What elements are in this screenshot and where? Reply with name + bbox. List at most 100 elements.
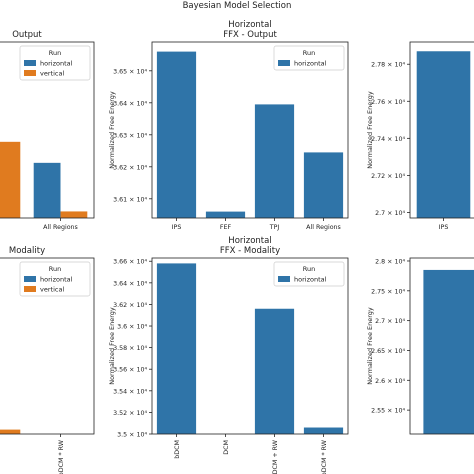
y-tick-label: 3.6 × 10⁴ [117,324,147,331]
y-tick-label: 3.54 × 10⁴ [113,388,147,395]
bars [156,263,344,434]
figure-suptitle: Bayesian Model Selection [183,1,292,11]
x-tick-label: bDCM [174,440,181,459]
subplot-title-line: Horizontal [228,236,271,246]
x-tick-label: bDCM * RW [321,439,328,474]
legend-label-horizontal: horizontal [40,276,73,284]
x-tick-label: IPS [439,224,449,231]
y-tick-label: 3.64 × 10⁴ [113,280,147,287]
y-tick-label: 3.61 × 10⁴ [113,196,147,203]
y-tick-label: 2.6 × 10⁴ [375,378,405,385]
bar-horizontal-2 [254,104,295,218]
y-tick-label: 2.78 × 10⁴ [371,62,405,69]
y-tick-label: 2.7 × 10⁴ [375,318,405,325]
axes-frame [0,41,95,219]
bars [416,51,471,218]
y-tick-label: 2.65 × 10⁴ [371,348,405,355]
y-tick-label: 2.7 × 10⁴ [375,210,405,217]
bar-horizontal-0 [423,269,474,434]
bar-horizontal-3 [303,152,344,218]
x-tick-label: FEF [220,224,232,231]
y-tick-label: 3.62 × 10⁴ [113,164,147,171]
legend-label-vertical: vertical [40,286,64,294]
axes-frame [409,257,474,435]
legend-title: Run [49,265,61,273]
y-tick-label: 2.74 × 10⁴ [371,136,405,143]
x-tick-label: TPJ [269,224,280,231]
bars [423,269,474,434]
x-tick-label: bDCM * RW [58,439,65,474]
legend: Run horizontal [273,45,345,71]
y-tick-label: 2.75 × 10⁴ [371,288,405,295]
bar-vertical-0 [0,429,21,434]
y-tick-label: 3.62 × 10⁴ [113,302,147,309]
y-tick-label: 3.66 × 10⁴ [113,259,147,266]
x-tick-label: bDCM + RW [272,439,279,474]
y-axis-label: Normalized Free Energy [366,91,374,169]
legend-box [273,261,345,287]
legend-title: Run [303,265,315,273]
y-tick-label: 3.58 × 10⁴ [113,345,147,352]
legend-label-vertical: vertical [40,70,64,78]
axes-frame [409,41,474,219]
subplot-p3: 2.7 × 10⁴ 2.72 × 10⁴ 2.74 × 10⁴ 2.76 × 10⁴ 2… [366,41,474,231]
subplot-p6: 2.55 × 10⁴ 2.6 × 10⁴ 2.65 × 10⁴ 2.7 × 10⁴ 2.… [366,257,474,435]
legend-swatch-horizontal [278,276,290,282]
bar-horizontal-0 [156,51,197,218]
y-tick-label: 2.8 × 10⁴ [375,258,405,265]
subplot-title-line: Output [12,30,42,40]
bar-horizontal-1 [205,211,246,218]
y-tick-label: 2.72 × 10⁴ [371,173,405,180]
y-axis-label: Normalized Free Energy [108,307,116,385]
bars [156,51,344,218]
y-tick-label: 2.76 × 10⁴ [371,99,405,106]
legend-box [19,45,91,81]
bar-vertical-1 [60,211,88,218]
y-axis-label: Normalized Free Energy [366,307,374,385]
legend: Run horizontal [273,261,345,287]
y-tick-label: 3.52 × 10⁴ [113,410,147,417]
y-tick-label: 3.56 × 10⁴ [113,367,147,374]
y-tick-label: 3.63 × 10⁴ [113,132,147,139]
bar-horizontal-1 [33,162,61,218]
legend-title: Run [49,49,61,57]
y-tick-label: 3.64 × 10⁴ [113,100,147,107]
legend-box [273,45,345,71]
bar-horizontal-0 [416,51,471,218]
axes-frame [151,41,349,219]
y-tick-label: 2.55 × 10⁴ [371,408,405,415]
legend-swatch-vertical [24,70,36,76]
x-tick-label: All Regions [43,224,78,231]
legend-title: Run [303,49,315,57]
legend-swatch-horizontal [24,276,36,282]
bar-horizontal-0 [156,263,197,434]
subplots-container: Output TPJ All Regions Run horizontal vertica… [0,20,474,474]
x-tick-label: All Regions [306,224,341,231]
legend: Run horizontal vertical [19,45,91,81]
legend-label-horizontal: horizontal [294,276,327,284]
legend-box [19,261,91,297]
bar-horizontal-3 [303,427,344,434]
subplot-title-line: Horizontal [228,20,271,30]
y-tick-label: 3.65 × 10⁴ [113,68,147,75]
legend-swatch-horizontal [278,60,290,66]
subplot-title-line: FFX - Output [223,30,277,40]
bars [0,429,21,434]
x-tick-label: DCM [223,440,230,455]
y-axis-label: Normalized Free Energy [108,91,116,169]
subplot-title-line: Modality [9,246,45,256]
y-tick-label: 3.5 × 10⁴ [117,432,147,439]
bars [0,141,88,218]
subplot-title-line: FFX - Modality [220,246,280,256]
legend-swatch-vertical [24,286,36,292]
x-tick-label: IPS [172,224,182,231]
subplot-p1: OutputTPJAll RegionsRunhorizontalvertica… [0,30,95,231]
bar-horizontal-2 [254,308,295,434]
legend-swatch-horizontal [24,60,36,66]
axes-frame [151,257,349,435]
axes-frame [0,257,95,435]
legend-label-horizontal: horizontal [40,60,73,68]
legend-label-horizontal: horizontal [294,60,327,68]
